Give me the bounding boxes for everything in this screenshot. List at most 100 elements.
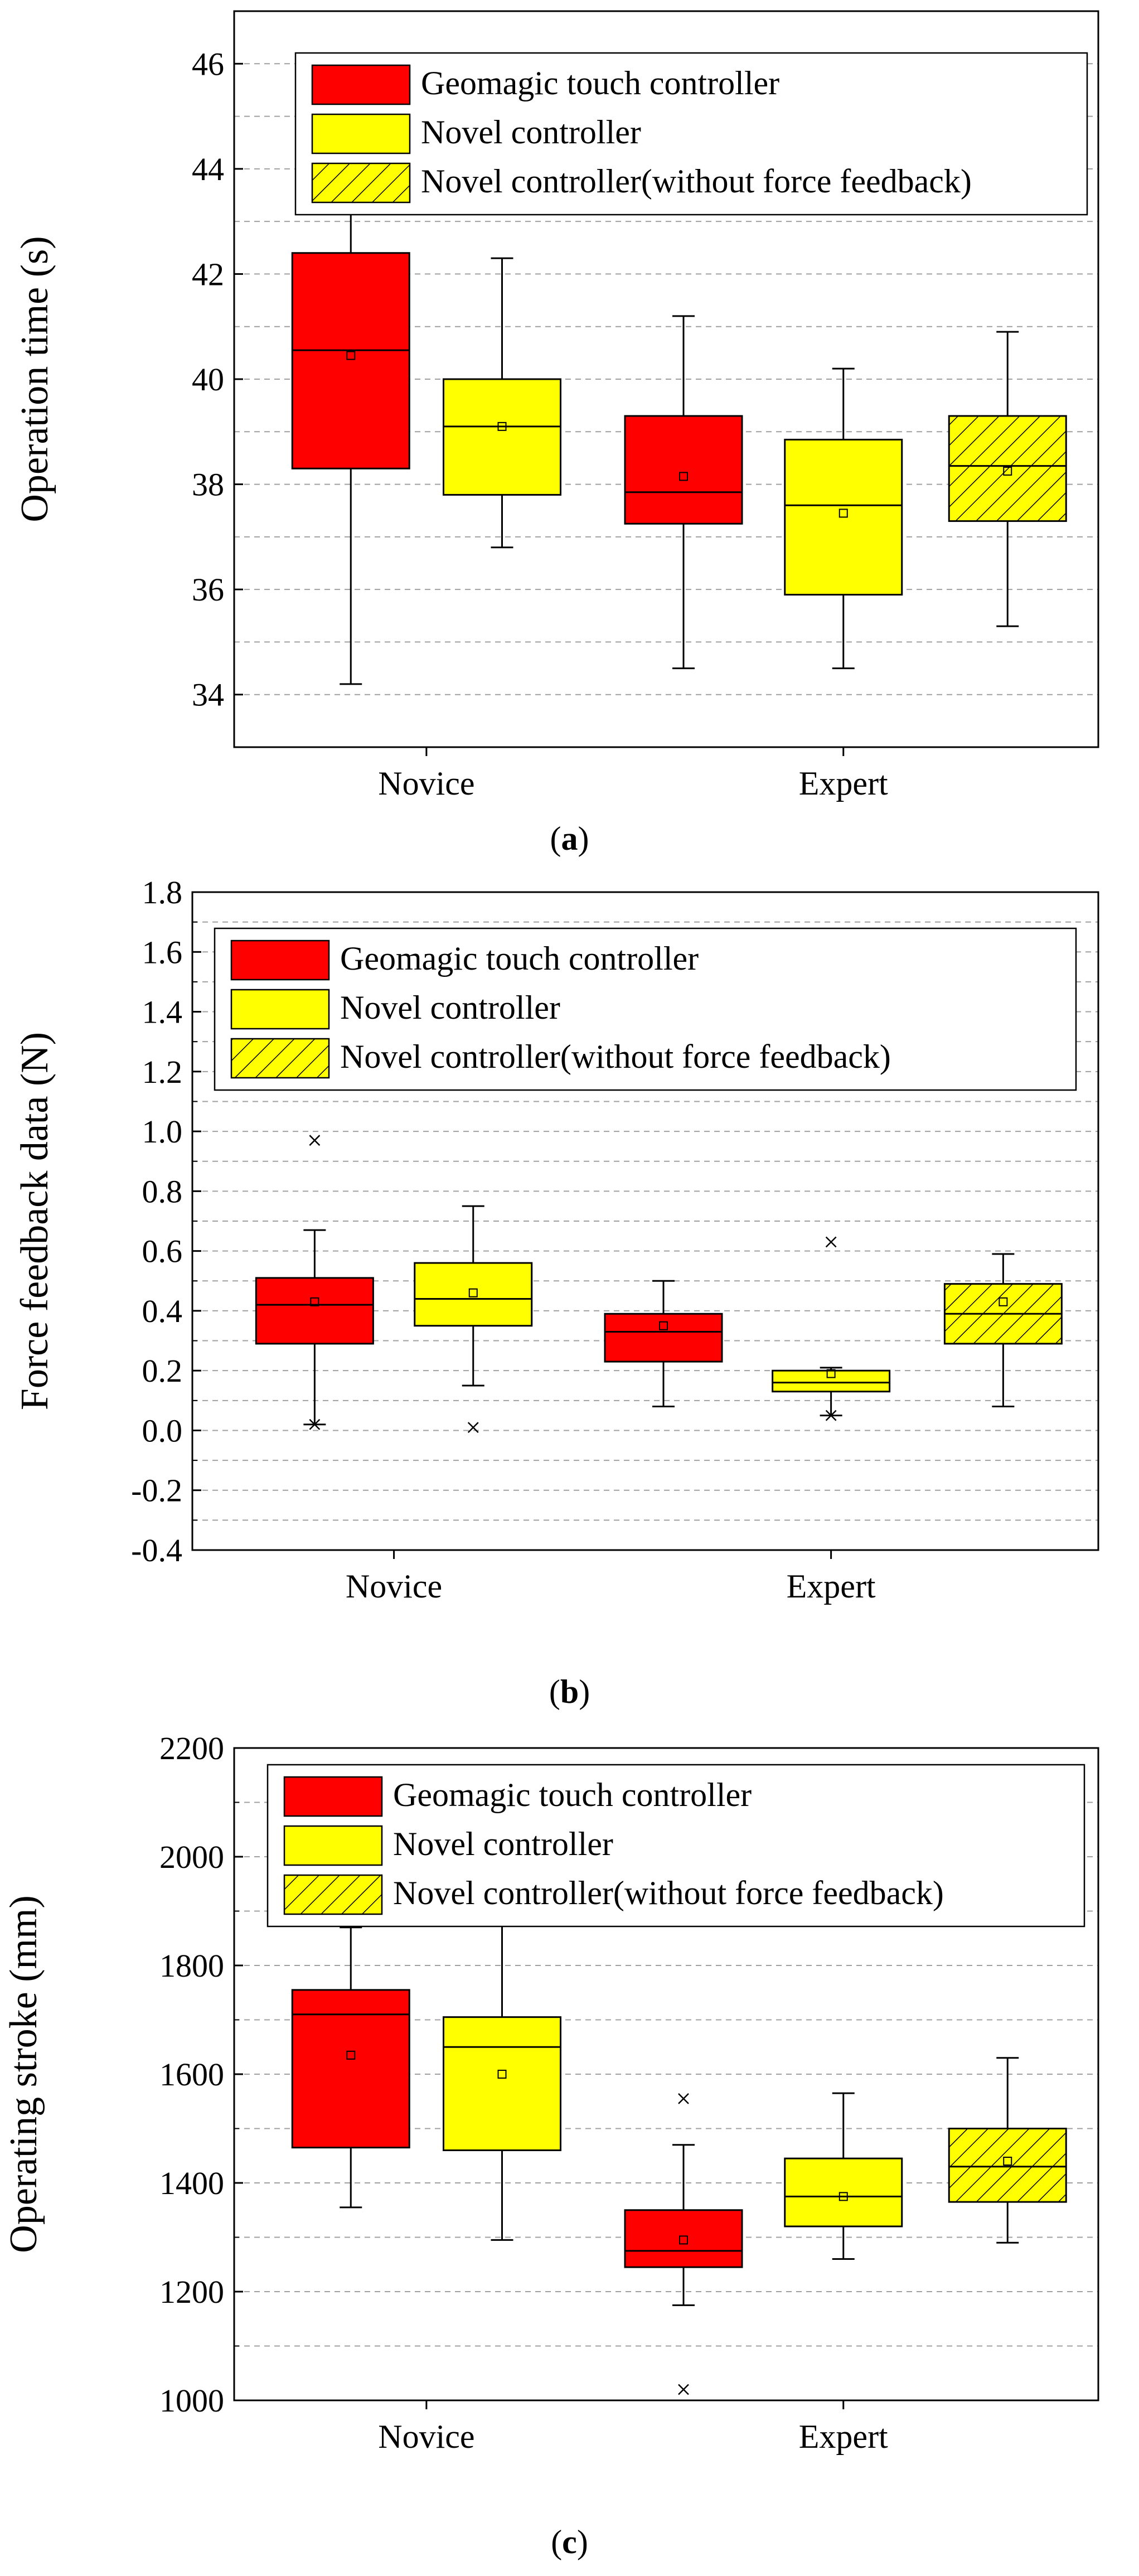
y-tick-label: 1.6 [142,934,183,970]
y-tick-label: 44 [192,151,224,187]
legend-swatch [283,1776,383,1817]
legend-swatch [283,1874,383,1915]
y-tick-label: -0.2 [131,1473,182,1509]
y-tick-label: 1000 [159,2383,224,2419]
caption-b: (b) [549,1673,590,1710]
legend-label: Novel controller(without force feedback) [421,163,972,200]
legend-label: Geomagic touch controller [393,1776,752,1813]
y-tick-label: 2200 [159,1730,224,1766]
legend-label: Geomagic touch controller [340,940,699,977]
y-tick-label: 0.0 [142,1412,183,1449]
mean-marker [839,2192,848,2201]
y-tick-label: -0.4 [131,1532,182,1568]
box-iqr [443,378,561,496]
legend-label: Novel controller(without force feedback) [340,1038,891,1075]
box-novice-1 [291,1926,410,2209]
legend-frame [294,52,1088,216]
y-tick-label: 46 [192,46,224,82]
x-tick-label: Expert [787,1568,876,1605]
legend-swatch [311,113,411,154]
caption-a: (a) [550,820,589,857]
mean-marker [679,472,688,481]
legend-frame [214,927,1077,1091]
y-tick-label: 1.8 [142,874,183,911]
box-expert-1 [604,1280,723,1408]
box-iqr [291,252,410,469]
box-expert-1 [624,2093,743,2395]
mean-marker [999,1297,1008,1306]
legend-label: Geomagic touch controller [421,65,779,101]
y-tick-label: 36 [192,572,224,608]
mean-marker [346,351,356,360]
x-tick-label: Novice [346,1568,442,1605]
y-tick-label: 0.6 [142,1233,183,1270]
mean-marker [1003,2157,1012,2166]
outlier-marker [825,1236,837,1248]
box-novice-1 [255,1135,374,1430]
box-iqr [624,2209,743,2268]
y-tick-label: 1.0 [142,1113,183,1150]
box-iqr [772,1369,891,1393]
y-tick-label: 34 [192,677,224,713]
y-tick-label: 1800 [159,1948,224,1984]
outlier-marker [309,1418,321,1430]
legend-swatch [283,1825,383,1866]
legend-label: Novel controller [421,114,641,151]
y-axis-label: Operation time (s) [13,236,56,522]
box-expert-1 [624,315,743,670]
caption-c: (c) [551,2524,588,2560]
legend-swatch [311,64,411,105]
mean-marker [497,422,507,431]
box-expert-2 [784,367,903,670]
box-novice-2 [414,1205,533,1433]
mean-marker [826,1369,836,1378]
legend-label: Novel controller [340,989,560,1026]
box-iqr [414,1262,533,1327]
box-iqr [948,2128,1067,2203]
outlier-marker [678,2384,689,2395]
y-tick-label: 0.2 [142,1353,183,1389]
mean-marker [468,1288,478,1297]
y-tick-label: 0.8 [142,1173,183,1209]
mean-marker [346,2050,356,2060]
y-tick-label: 2000 [159,1839,224,1875]
legend: Geomagic touch controller Novel controlle… [214,927,1077,1091]
y-tick-label: 1.4 [142,994,183,1030]
box-expert-3 [943,1253,1063,1408]
x-tick-label: Expert [799,765,888,802]
y-tick-label: 40 [192,361,224,398]
mean-marker [1003,467,1012,476]
legend-swatch [230,1038,330,1079]
box-expert-2 [784,2092,903,2260]
box-iqr [291,1989,410,2149]
y-axis-label: Force feedback data (N) [13,1032,56,1410]
legend: Geomagic touch controller Novel controlle… [266,1764,1085,1928]
caption-b-label: b [560,1673,579,1710]
mean-marker [497,2070,507,2079]
legend-swatch [230,940,330,981]
mean-marker [839,509,848,518]
y-tick-label: 1.2 [142,1054,183,1090]
legend-swatch [230,989,330,1030]
mean-marker [659,1321,668,1330]
legend-swatch [311,162,411,204]
box-iqr [624,415,743,525]
chart-panel-a: 34 36 38 40 42 44 46 Operation time (s) Novice Ex… [13,10,1099,802]
outlier-marker [309,1135,321,1146]
x-tick-label: Expert [799,2418,888,2455]
y-tick-label: 42 [192,256,224,292]
y-tick-label: 1600 [159,2056,224,2093]
box-novice-1 [291,99,410,685]
x-tick-label: Novice [378,765,474,802]
mean-marker [679,2235,688,2245]
box-expert-3 [948,2057,1067,2244]
box-novice-2 [443,257,561,549]
chart-panel-b: -0.4 -0.2 0.0 0.2 0.4 0.6 0.8 1.0 1.2 1.4 1.6 1.8 Fo… [13,874,1099,1605]
mean-marker [310,1297,319,1306]
y-axis-label: Operating stroke (mm) [2,1895,45,2253]
box-iqr [604,1313,723,1363]
box-iqr [948,415,1067,522]
y-tick-label: 0.4 [142,1293,183,1329]
chart-panel-c: 1000 1200 1400 1600 1800 2000 2200 Operating st… [2,1730,1099,2455]
